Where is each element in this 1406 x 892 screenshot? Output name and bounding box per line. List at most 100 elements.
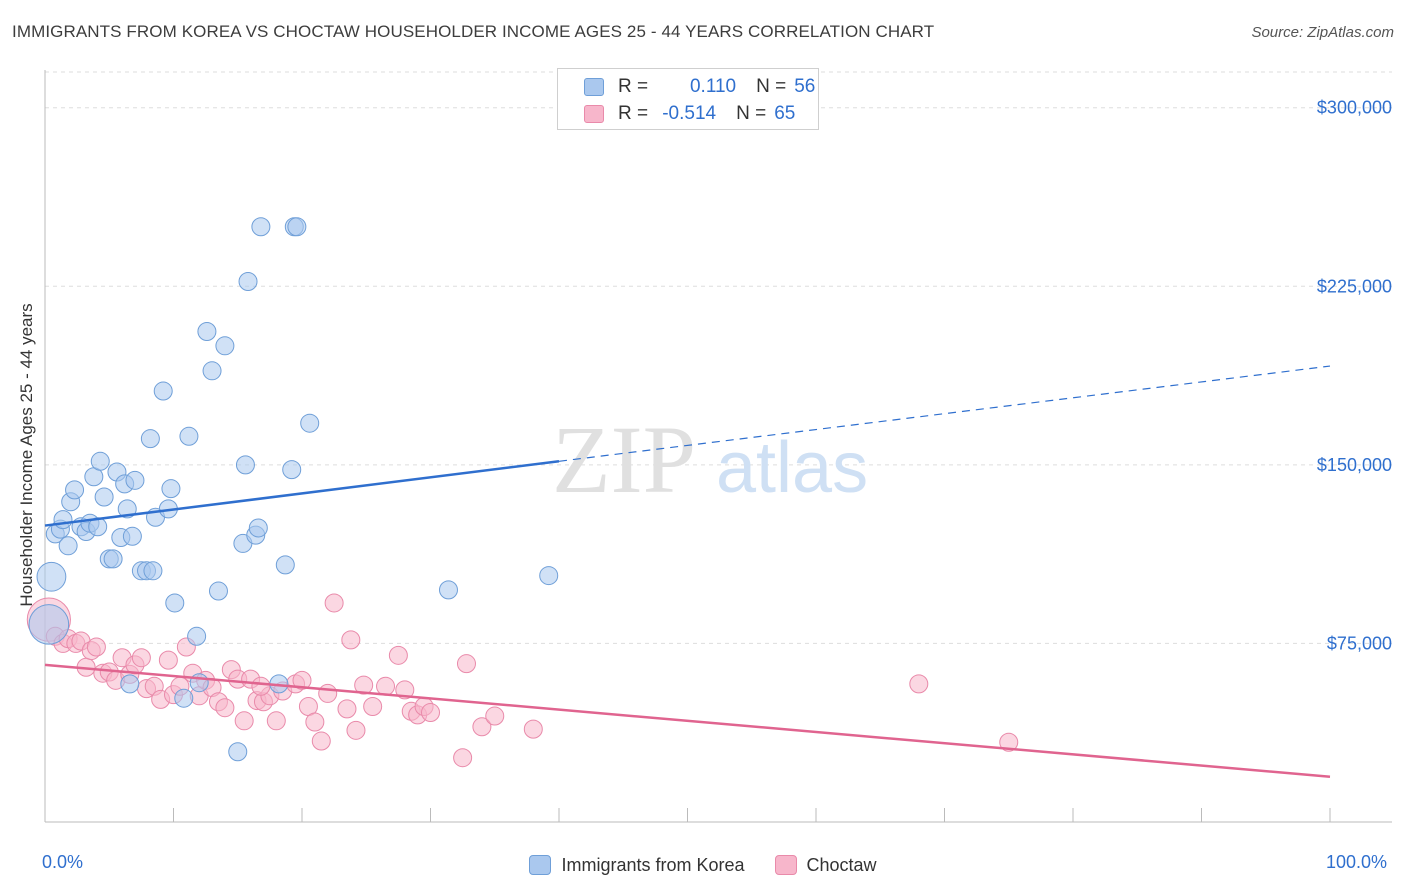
korea-point bbox=[275, 555, 295, 575]
choctaw-point bbox=[131, 648, 151, 668]
choctaw-n-label: N = bbox=[736, 103, 767, 124]
choctaw-point bbox=[158, 650, 178, 670]
x-tick-label-min: 0.0% bbox=[42, 852, 84, 872]
korea-point bbox=[122, 526, 142, 546]
legend-choctaw-label: Choctaw bbox=[806, 854, 877, 875]
choctaw-point bbox=[395, 680, 415, 700]
korea-points bbox=[28, 217, 559, 762]
korea-point bbox=[215, 336, 235, 356]
korea-n-value: 56 bbox=[794, 76, 816, 97]
choctaw-point bbox=[234, 711, 254, 731]
choctaw-point bbox=[341, 630, 361, 650]
choctaw-point bbox=[292, 670, 312, 690]
korea-point bbox=[90, 451, 110, 471]
korea-r-label: R = bbox=[618, 76, 649, 97]
x-tick-label-max: 100.0% bbox=[1326, 852, 1388, 872]
korea-point bbox=[94, 487, 114, 507]
choctaw-trend-line bbox=[44, 663, 1331, 779]
choctaw-point bbox=[318, 683, 338, 703]
legend-item-korea: Immigrants from Korea bbox=[529, 854, 745, 876]
korea-point bbox=[53, 510, 73, 530]
legend-row-choctaw: R = -0.514 N = 65 bbox=[584, 101, 795, 127]
legend-korea-label: Immigrants from Korea bbox=[561, 854, 745, 875]
korea-point bbox=[140, 429, 160, 449]
choctaw-point bbox=[456, 654, 476, 674]
source-note: Source: ZipAtlas.com bbox=[1251, 24, 1394, 41]
korea-point bbox=[153, 381, 173, 401]
choctaw-r-value: -0.514 bbox=[662, 103, 717, 124]
trend-lines bbox=[44, 365, 1331, 779]
korea-point bbox=[238, 272, 258, 292]
y-tick-label: $75,000 bbox=[1327, 633, 1392, 653]
correlation-legend: R = 0.110 N = 56 R = -0.514 N = 65 bbox=[557, 68, 819, 130]
korea-point bbox=[36, 561, 67, 592]
choctaw-point bbox=[305, 712, 325, 732]
korea-point bbox=[120, 674, 140, 694]
y-tick-label: $225,000 bbox=[1317, 276, 1392, 296]
korea-point bbox=[197, 322, 217, 342]
legend-choctaw-swatch bbox=[774, 855, 797, 875]
choctaw-point bbox=[346, 720, 366, 740]
choctaw-point bbox=[354, 675, 374, 695]
choctaw-point bbox=[266, 711, 286, 731]
korea-point bbox=[235, 455, 255, 475]
choctaw-n-value: 65 bbox=[774, 103, 796, 124]
choctaw-point bbox=[485, 706, 505, 726]
korea-point bbox=[438, 580, 458, 600]
choctaw-swatch bbox=[584, 105, 604, 123]
choctaw-point bbox=[472, 717, 492, 737]
y-axis-label: Householder Income Ages 25 - 44 years bbox=[17, 303, 36, 607]
choctaw-point bbox=[388, 645, 408, 665]
y-tick-label: $150,000 bbox=[1317, 455, 1392, 475]
series-legend: Immigrants from Korea Choctaw bbox=[0, 852, 1406, 878]
korea-point bbox=[28, 604, 70, 645]
choctaw-point bbox=[324, 593, 344, 613]
korea-trend-extension bbox=[558, 365, 1331, 462]
korea-swatch bbox=[584, 78, 604, 96]
korea-point bbox=[202, 361, 222, 381]
korea-point bbox=[143, 561, 163, 581]
korea-point bbox=[161, 479, 181, 499]
choctaw-point bbox=[999, 732, 1019, 752]
korea-trend-line bbox=[44, 460, 560, 527]
korea-point bbox=[300, 413, 320, 433]
korea-n-label: N = bbox=[756, 76, 787, 97]
choctaw-point bbox=[215, 698, 235, 718]
korea-point bbox=[248, 518, 268, 538]
choctaw-point bbox=[453, 748, 473, 768]
korea-point bbox=[287, 217, 307, 237]
korea-point bbox=[189, 673, 209, 693]
choctaw-point bbox=[311, 731, 331, 751]
korea-point bbox=[251, 217, 271, 237]
korea-point bbox=[174, 688, 194, 708]
choctaw-point bbox=[337, 699, 357, 719]
choctaw-point bbox=[523, 719, 543, 739]
axes bbox=[44, 70, 1392, 823]
choctaw-point bbox=[421, 702, 440, 722]
korea-r-value: 0.110 bbox=[689, 76, 737, 97]
watermark-atlas: atlas bbox=[716, 428, 868, 508]
korea-point bbox=[539, 566, 559, 586]
choctaw-r-label: R = bbox=[618, 103, 649, 124]
chart-title: IMMIGRANTS FROM KOREA VS CHOCTAW HOUSEHO… bbox=[12, 22, 935, 41]
legend-korea-swatch bbox=[529, 855, 552, 875]
y-tick-label: $300,000 bbox=[1317, 98, 1392, 118]
korea-point bbox=[165, 593, 185, 613]
legend-row-korea: R = 0.110 N = 56 bbox=[584, 74, 815, 100]
korea-point bbox=[125, 470, 145, 490]
choctaw-points bbox=[26, 593, 1019, 768]
grid-lines bbox=[45, 71, 1392, 644]
choctaw-point bbox=[251, 676, 271, 696]
legend-item-choctaw: Choctaw bbox=[774, 854, 877, 876]
choctaw-point bbox=[86, 637, 106, 657]
korea-point bbox=[117, 499, 137, 519]
korea-point bbox=[187, 626, 207, 646]
choctaw-point bbox=[376, 676, 396, 696]
y-tick-labels: $75,000 $150,000 $225,000 $300,000 bbox=[1317, 98, 1392, 654]
korea-point bbox=[208, 581, 228, 601]
choctaw-point bbox=[909, 674, 929, 694]
korea-point bbox=[228, 742, 248, 762]
korea-point bbox=[103, 549, 123, 569]
korea-point bbox=[65, 480, 85, 500]
